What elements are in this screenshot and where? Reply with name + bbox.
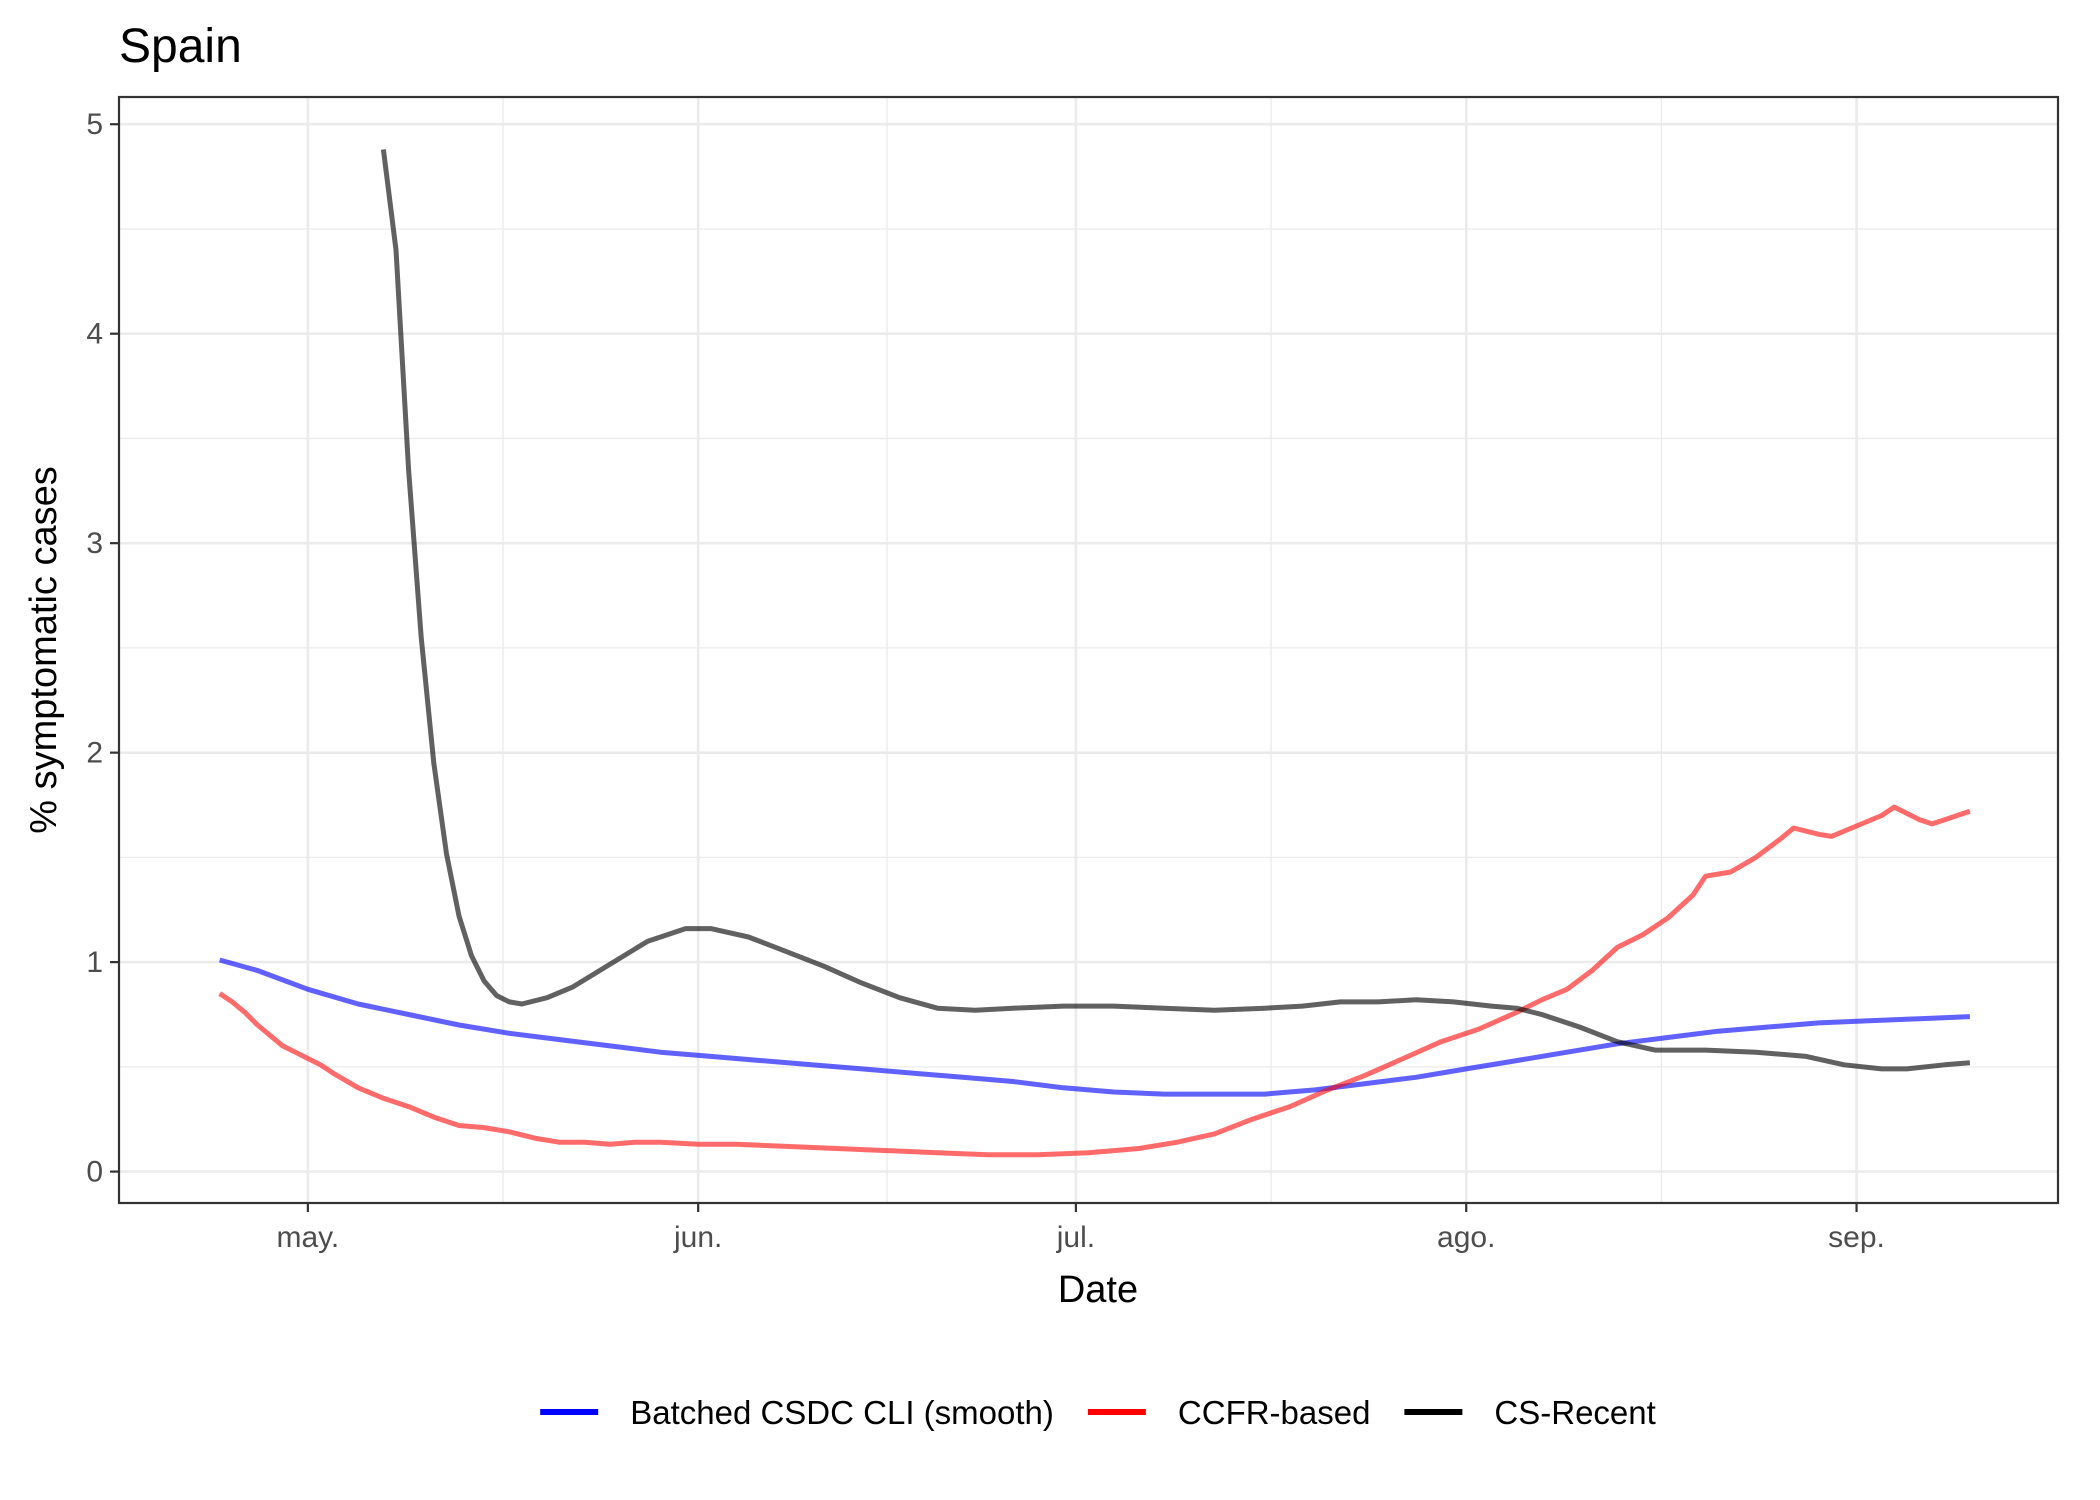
legend-label: CS-Recent — [1494, 1394, 1655, 1431]
chart-title: Spain — [119, 20, 242, 73]
y-tick-label: 5 — [86, 108, 103, 141]
legend-item-3: CS-Recent — [1404, 1394, 1656, 1431]
x-tick-label: sep. — [1828, 1221, 1885, 1254]
legend-label: Batched CSDC CLI (smooth) — [630, 1394, 1054, 1431]
series-line-1 — [219, 957, 1971, 1097]
axes: 0 1 2 3 4 5 may. jun. jul. ago. sep. — [86, 108, 1885, 1254]
x-tick-label: jun. — [673, 1221, 722, 1254]
legend-item-1: Batched CSDC CLI (smooth) — [540, 1394, 1054, 1431]
series-line-2 — [218, 804, 1971, 1158]
legend-item-2: CCFR-based — [1087, 1394, 1371, 1431]
legend: Batched CSDC CLI (smooth) CCFR-based CS-Re… — [540, 1394, 1656, 1431]
legend-label: CCFR-based — [1178, 1394, 1371, 1431]
plot-panel-border — [117, 95, 2060, 1205]
y-tick-label: 0 — [86, 1156, 103, 1189]
x-tick-label: jul. — [1056, 1221, 1095, 1254]
y-tick-label: 4 — [86, 318, 103, 351]
x-tick-label: may. — [276, 1221, 339, 1254]
series-line-3 — [380, 149, 1971, 1072]
series-lines — [218, 149, 1971, 1158]
y-tick-label: 3 — [86, 527, 103, 560]
y-tick-label: 2 — [86, 737, 103, 770]
x-tick-label: ago. — [1437, 1221, 1495, 1254]
y-axis-title: % symptomatic cases — [23, 466, 65, 833]
x-axis-title: Date — [1058, 1269, 1138, 1311]
grid-lines — [119, 97, 2058, 1203]
y-tick-label: 1 — [86, 946, 103, 979]
